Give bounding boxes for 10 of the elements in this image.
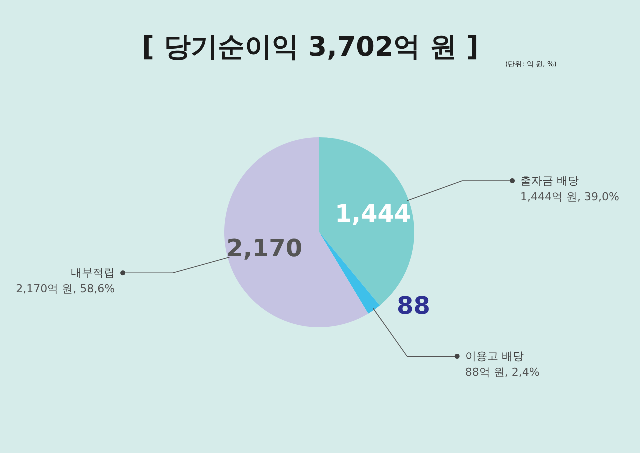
- slice-label: 출자금 배당: [520, 174, 580, 188]
- slice-label: 내부적립: [71, 266, 116, 280]
- data-label: 2,170: [226, 234, 303, 263]
- chart-title: [ 당기순이익 3,702억 원 ]: [142, 32, 479, 63]
- text: 88억 원, 2,4%: [465, 366, 540, 380]
- data-label: 88: [396, 292, 430, 320]
- slice-label: 이용고 배당: [465, 350, 524, 364]
- data-label: 1,444: [335, 200, 412, 228]
- text: 2,170억 원, 58,6%: [16, 282, 116, 296]
- text: 1,444억 원, 39,0%: [520, 190, 620, 204]
